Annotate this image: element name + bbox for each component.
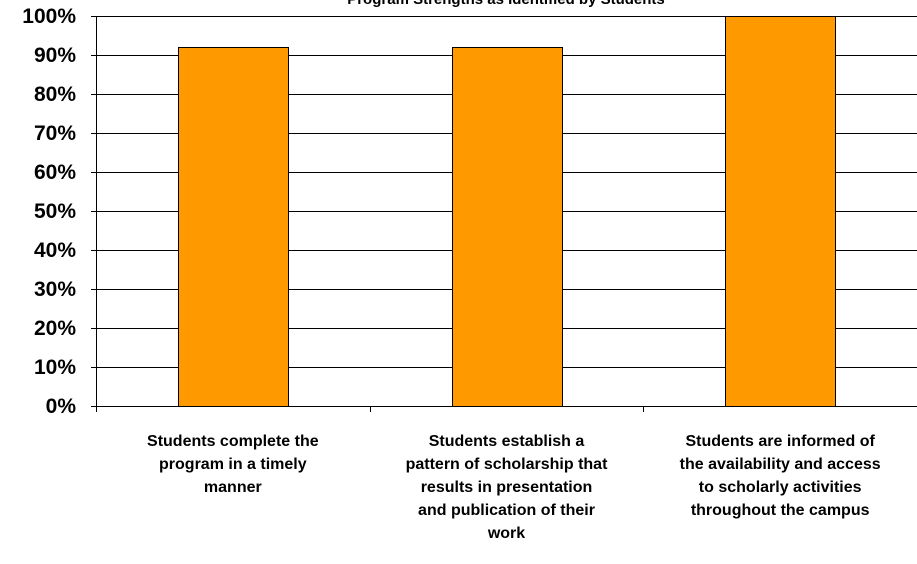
y-tick-label: 10%	[34, 356, 76, 379]
x-category-label: work	[487, 525, 525, 542]
x-category-label: Students are informed of	[685, 433, 875, 450]
x-category-label: program in a timely	[159, 456, 307, 473]
x-category-label: pattern of scholarship that	[406, 456, 608, 473]
bar	[178, 47, 289, 407]
y-tick-label: 70%	[34, 122, 76, 145]
y-tick-label: 50%	[34, 200, 76, 223]
bar	[452, 47, 563, 407]
x-category-label: results in presentation	[421, 479, 593, 496]
x-category-label: manner	[204, 479, 262, 496]
y-tick-label: 80%	[34, 83, 76, 106]
chart-title: Program Strengths as Identified by Stude…	[96, 0, 916, 8]
y-tick-label: 40%	[34, 239, 76, 262]
y-tick-label: 30%	[34, 278, 76, 301]
y-tick-label: 60%	[34, 161, 76, 184]
x-category-label: and publication of their	[418, 502, 595, 519]
y-tick-label: 20%	[34, 317, 76, 340]
y-tick-label: 0%	[46, 395, 77, 418]
bar	[725, 16, 836, 407]
x-category-label: Students complete the	[147, 433, 319, 450]
x-category-label: Students establish a	[429, 433, 585, 450]
x-category-label: to scholarly activities	[699, 479, 862, 496]
x-category-labels: Students complete the program in a timely…	[147, 433, 881, 542]
axes	[91, 16, 917, 412]
x-category-label: the availability and access	[680, 456, 881, 473]
y-tick-label: 100%	[22, 5, 76, 28]
y-tick-labels: 0% 10% 20% 30% 40% 50% 60% 70% 80% 90% 100%	[22, 5, 76, 418]
x-category-label: throughout the campus	[691, 502, 870, 519]
y-tick-label: 90%	[34, 44, 76, 67]
bars	[178, 16, 836, 407]
